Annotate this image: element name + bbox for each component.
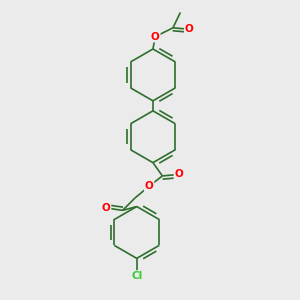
Text: O: O bbox=[185, 24, 194, 34]
Text: O: O bbox=[151, 32, 160, 42]
Text: O: O bbox=[102, 203, 110, 213]
Text: O: O bbox=[145, 181, 154, 191]
Text: O: O bbox=[175, 169, 183, 179]
Text: Cl: Cl bbox=[131, 271, 142, 281]
